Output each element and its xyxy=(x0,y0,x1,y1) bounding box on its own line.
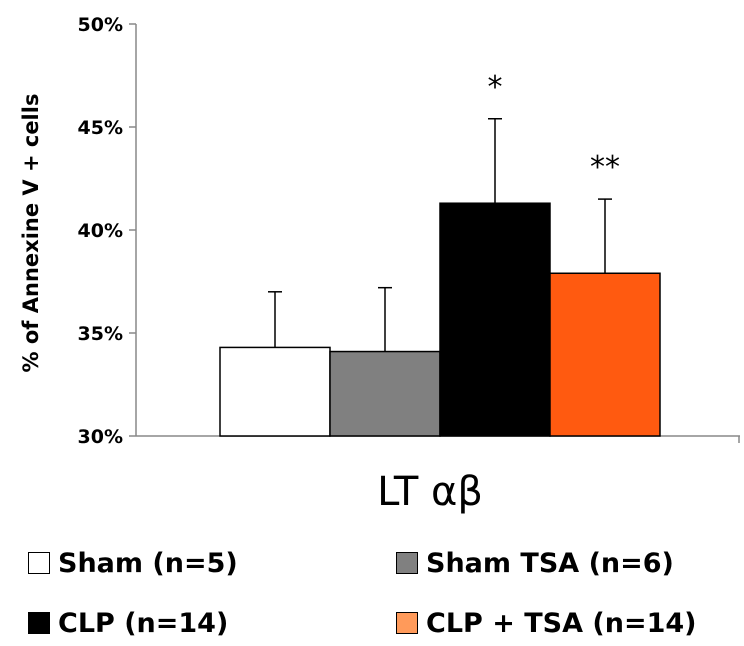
legend-item-clp-tsa: CLP + TSA (n=14) xyxy=(396,605,744,641)
legend-label: CLP (n=14) xyxy=(58,607,229,639)
y-axis-label: % of Annexine V + cells xyxy=(19,94,43,373)
legend-swatch xyxy=(28,552,50,574)
y-tick-label: 35% xyxy=(78,323,123,345)
y-tick-label: 30% xyxy=(78,426,123,448)
y-tick-label: 50% xyxy=(78,14,123,36)
legend-label: CLP + TSA (n=14) xyxy=(426,607,697,639)
legend-swatch xyxy=(396,612,418,634)
y-tick-label: 45% xyxy=(78,117,123,139)
bar xyxy=(219,346,331,437)
legend-label: Sham TSA (n=6) xyxy=(426,547,674,579)
significance-marker: * xyxy=(488,70,503,105)
legend-item-clp: CLP (n=14) xyxy=(28,605,396,641)
y-tick-label: 40% xyxy=(78,220,123,242)
legend-item-sham-tsa: Sham TSA (n=6) xyxy=(396,545,744,581)
bar xyxy=(329,350,441,437)
bars: *** xyxy=(219,70,661,437)
legend: Sham (n=5) Sham TSA (n=6) CLP (n=14) CLP… xyxy=(28,545,744,641)
bar xyxy=(549,272,661,437)
bar xyxy=(439,202,551,437)
legend-swatch xyxy=(28,612,50,634)
legend-item-sham: Sham (n=5) xyxy=(28,545,396,581)
legend-swatch xyxy=(396,552,418,574)
significance-marker: ** xyxy=(590,150,620,185)
x-category-label: LT αβ xyxy=(377,469,483,515)
bar-chart: 30%35%40%45%50% *** % of Annexine V + ce… xyxy=(19,14,740,515)
legend-label: Sham (n=5) xyxy=(58,547,238,579)
